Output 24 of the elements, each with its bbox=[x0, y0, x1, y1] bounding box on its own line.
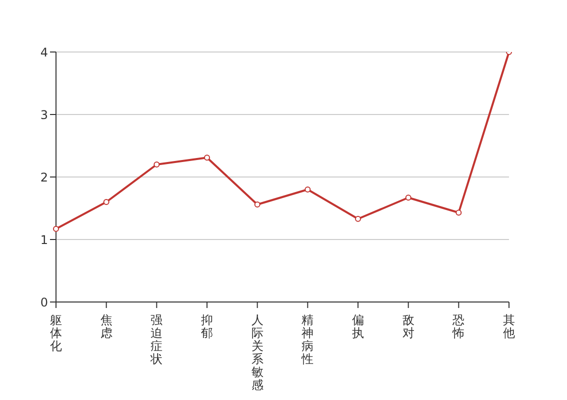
point bbox=[53, 226, 59, 232]
point bbox=[456, 210, 462, 216]
x-tick-label: 躯体化 bbox=[50, 313, 62, 353]
x-tick-label: 人际关系敏感 bbox=[251, 313, 264, 392]
point bbox=[355, 216, 361, 222]
x-tick-label: 强迫症状 bbox=[150, 313, 163, 366]
y-tick-label: 4 bbox=[40, 45, 48, 60]
y-tick-label: 0 bbox=[40, 295, 48, 310]
x-tick-label: 抑郁 bbox=[201, 313, 213, 340]
point bbox=[254, 202, 260, 208]
y-tick-label: 2 bbox=[40, 170, 48, 184]
point bbox=[103, 199, 110, 205]
y-tick-label: 1 bbox=[40, 232, 48, 247]
point bbox=[304, 186, 311, 192]
point bbox=[154, 162, 160, 168]
y-tick-label: 3 bbox=[40, 108, 48, 122]
x-tick-label: 偏执 bbox=[352, 313, 364, 340]
x-tick-label: 敌对 bbox=[402, 313, 414, 340]
point bbox=[204, 154, 210, 161]
x-tick-label: 精神病性 bbox=[300, 313, 314, 366]
x-tick-label: 焦虑 bbox=[100, 313, 112, 340]
point bbox=[405, 194, 412, 201]
x-tick-label: 其他 bbox=[503, 313, 515, 340]
x-tick-label: 恐怖 bbox=[452, 313, 465, 340]
